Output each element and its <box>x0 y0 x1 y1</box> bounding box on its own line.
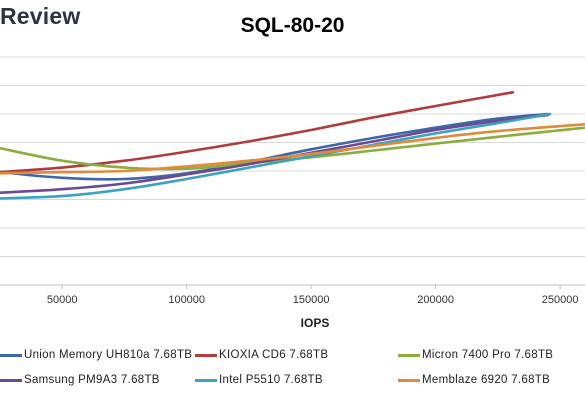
legend-item: Samsung PM9A3 7.68TB <box>0 374 160 386</box>
legend-item: Union Memory UH810a 7.68TB <box>0 349 192 361</box>
legend-item: Memblaze 6920 7.68TB <box>398 374 550 386</box>
legend-label: Union Memory UH810a 7.68TB <box>24 349 193 361</box>
legend-label: Memblaze 6920 7.68TB <box>422 374 551 386</box>
legend-swatch <box>398 378 420 382</box>
chart-title: SQL-80-20 <box>240 14 345 37</box>
x-tick-label: 250000 <box>542 294 579 306</box>
legend-item: Micron 7400 Pro 7.68TB <box>398 349 553 361</box>
series-line-5 <box>0 123 585 175</box>
x-tick-label: 100000 <box>168 294 205 306</box>
legend-swatch <box>398 353 420 357</box>
legend-label: Samsung PM9A3 7.68TB <box>24 374 160 386</box>
legend-item: Intel P5510 7.68TB <box>195 374 323 386</box>
legend-swatch <box>195 353 217 357</box>
legend-item: KIOXIA CD6 7.68TB <box>195 349 328 361</box>
x-axis: 50000 100000 150000 200000 250000 <box>0 284 585 306</box>
x-tick-label: 150000 <box>293 294 330 306</box>
series-line-4 <box>0 112 552 200</box>
series-lines <box>0 91 585 200</box>
series-line-1 <box>0 91 515 174</box>
x-axis-label: IOPS <box>300 316 330 330</box>
series-line-3 <box>0 113 549 194</box>
x-tick-label: 50000 <box>47 294 78 306</box>
legend-swatch <box>0 378 22 382</box>
series-line-0 <box>0 112 549 181</box>
legend-label: KIOXIA CD6 7.68TB <box>219 349 329 361</box>
legend-label: Micron 7400 Pro 7.68TB <box>422 349 554 361</box>
x-tick-label: 200000 <box>417 294 454 306</box>
legend-swatch <box>0 353 22 357</box>
chart-legend: Union Memory UH810a 7.68TB KIOXIA CD6 7.6… <box>0 343 585 401</box>
brand-logo: Review <box>0 3 81 29</box>
legend-swatch <box>195 378 217 382</box>
legend-label: Intel P5510 7.68TB <box>219 374 323 386</box>
